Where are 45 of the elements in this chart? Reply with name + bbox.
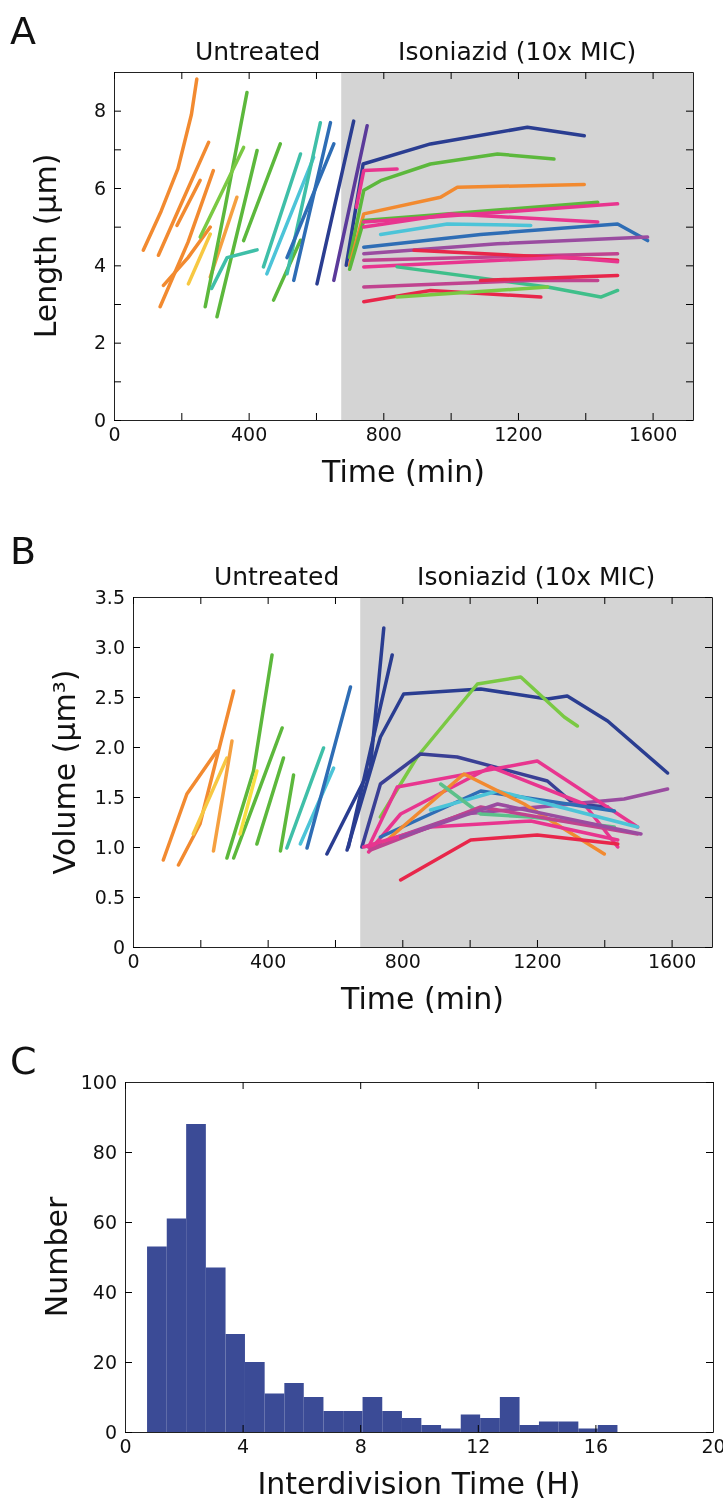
x-tick-label: 16: [583, 1435, 608, 1458]
x-tick-label: 0: [127, 950, 140, 973]
y-tick-label: 1.0: [94, 835, 125, 858]
y-tick-label: 60: [92, 1210, 117, 1233]
y-axis-title: Number: [39, 1196, 74, 1318]
x-tick-label: 1200: [513, 950, 562, 973]
y-tick-label: 2.5: [94, 685, 125, 708]
y-tick-label: 0: [112, 935, 125, 958]
chart-title: B: [10, 529, 37, 573]
x-axis-title: Time (min): [340, 981, 504, 1016]
text: Untreated: [194, 37, 321, 66]
chart-title: A: [10, 9, 36, 53]
x-tick-label: 800: [365, 423, 402, 446]
y-axis-title: Volume (μm³): [47, 669, 82, 875]
y-tick-label: 8: [93, 99, 106, 122]
y-tick-label: 40: [92, 1280, 117, 1303]
x-tick-label: 12: [466, 1435, 491, 1458]
x-tick-label: 4: [237, 1435, 250, 1458]
y-tick-label: 80: [92, 1140, 117, 1163]
x-tick-label: 800: [384, 950, 421, 973]
band-label: Isoniazid (10x MIC): [417, 562, 656, 591]
band-label: Isoniazid (10x MIC): [398, 37, 637, 66]
x-axis-title: Interdivision Time (H): [257, 1466, 581, 1501]
y-tick-label: 100: [80, 1070, 117, 1093]
x-tick-label: 8: [354, 1435, 367, 1458]
x-tick-label: 1200: [494, 423, 543, 446]
y-tick-label: 0.5: [94, 885, 125, 908]
y-tick-label: 2: [93, 331, 106, 354]
y-tick-label: 2.0: [94, 735, 125, 758]
y-tick-label: 1.5: [94, 785, 125, 808]
y-tick-label: 20: [92, 1350, 117, 1373]
x-tick-label: 1600: [647, 950, 697, 973]
chart-title: C: [10, 1039, 37, 1083]
x-tick-label: 400: [231, 423, 268, 446]
y-tick-label: 0: [93, 408, 106, 431]
text: Untreated: [213, 562, 340, 591]
y-tick-label: 0: [104, 1420, 117, 1443]
y-tick-label: 3.0: [94, 635, 125, 658]
y-tick-label: 3.5: [94, 585, 125, 608]
y-axis-title: Length (μm): [28, 153, 63, 339]
x-axis-title: Time (min): [321, 454, 485, 489]
x-tick-label: 1600: [628, 423, 678, 446]
y-tick-label: 6: [93, 176, 106, 199]
x-tick-label: 400: [250, 950, 287, 973]
y-tick-label: 4: [93, 253, 106, 276]
